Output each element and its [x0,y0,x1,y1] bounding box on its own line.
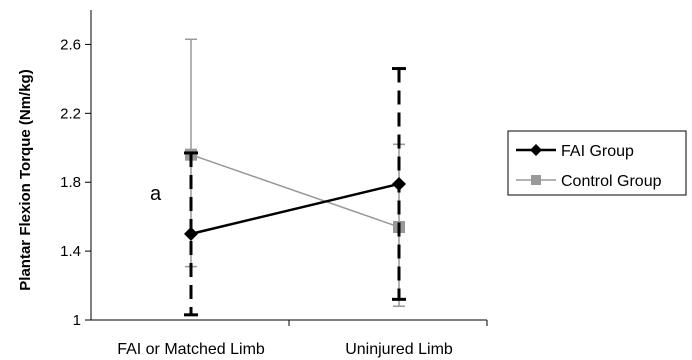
legend-label: FAI Group [561,143,634,160]
x-ticks: FAI or Matched Limb Uninjured Limb [117,320,488,358]
y-axis-label: Plantar Flexion Torque (Nm/kg) [17,69,34,290]
annotation-a: a [150,183,162,205]
series-line [190,153,400,228]
x-tick-label: FAI or Matched Limb [117,341,265,358]
legend-marker [531,175,541,185]
legend-item: FAI Group [516,143,634,160]
y-ticks: 1 1.4 1.8 2.2 2.6 [60,36,91,329]
y-tick-label: 1.8 [60,174,81,191]
legend: FAI Group Control Group [507,130,687,196]
y-tick-label: 1 [73,312,81,329]
series-control [185,38,405,307]
y-tick-label: 2.6 [60,36,81,53]
data-point [184,226,198,241]
series-fai [184,67,406,317]
x-tick-label: Uninjured Limb [345,341,453,358]
axes [90,10,487,321]
legend-item: Control Group [516,173,662,190]
y-tick-label: 2.2 [60,105,81,122]
series-line [190,182,400,236]
y-tick-label: 1.4 [60,243,81,260]
data-point [392,176,406,191]
series-layer [184,38,406,317]
legend-marker [530,144,542,156]
legend-label: Control Group [561,173,662,190]
